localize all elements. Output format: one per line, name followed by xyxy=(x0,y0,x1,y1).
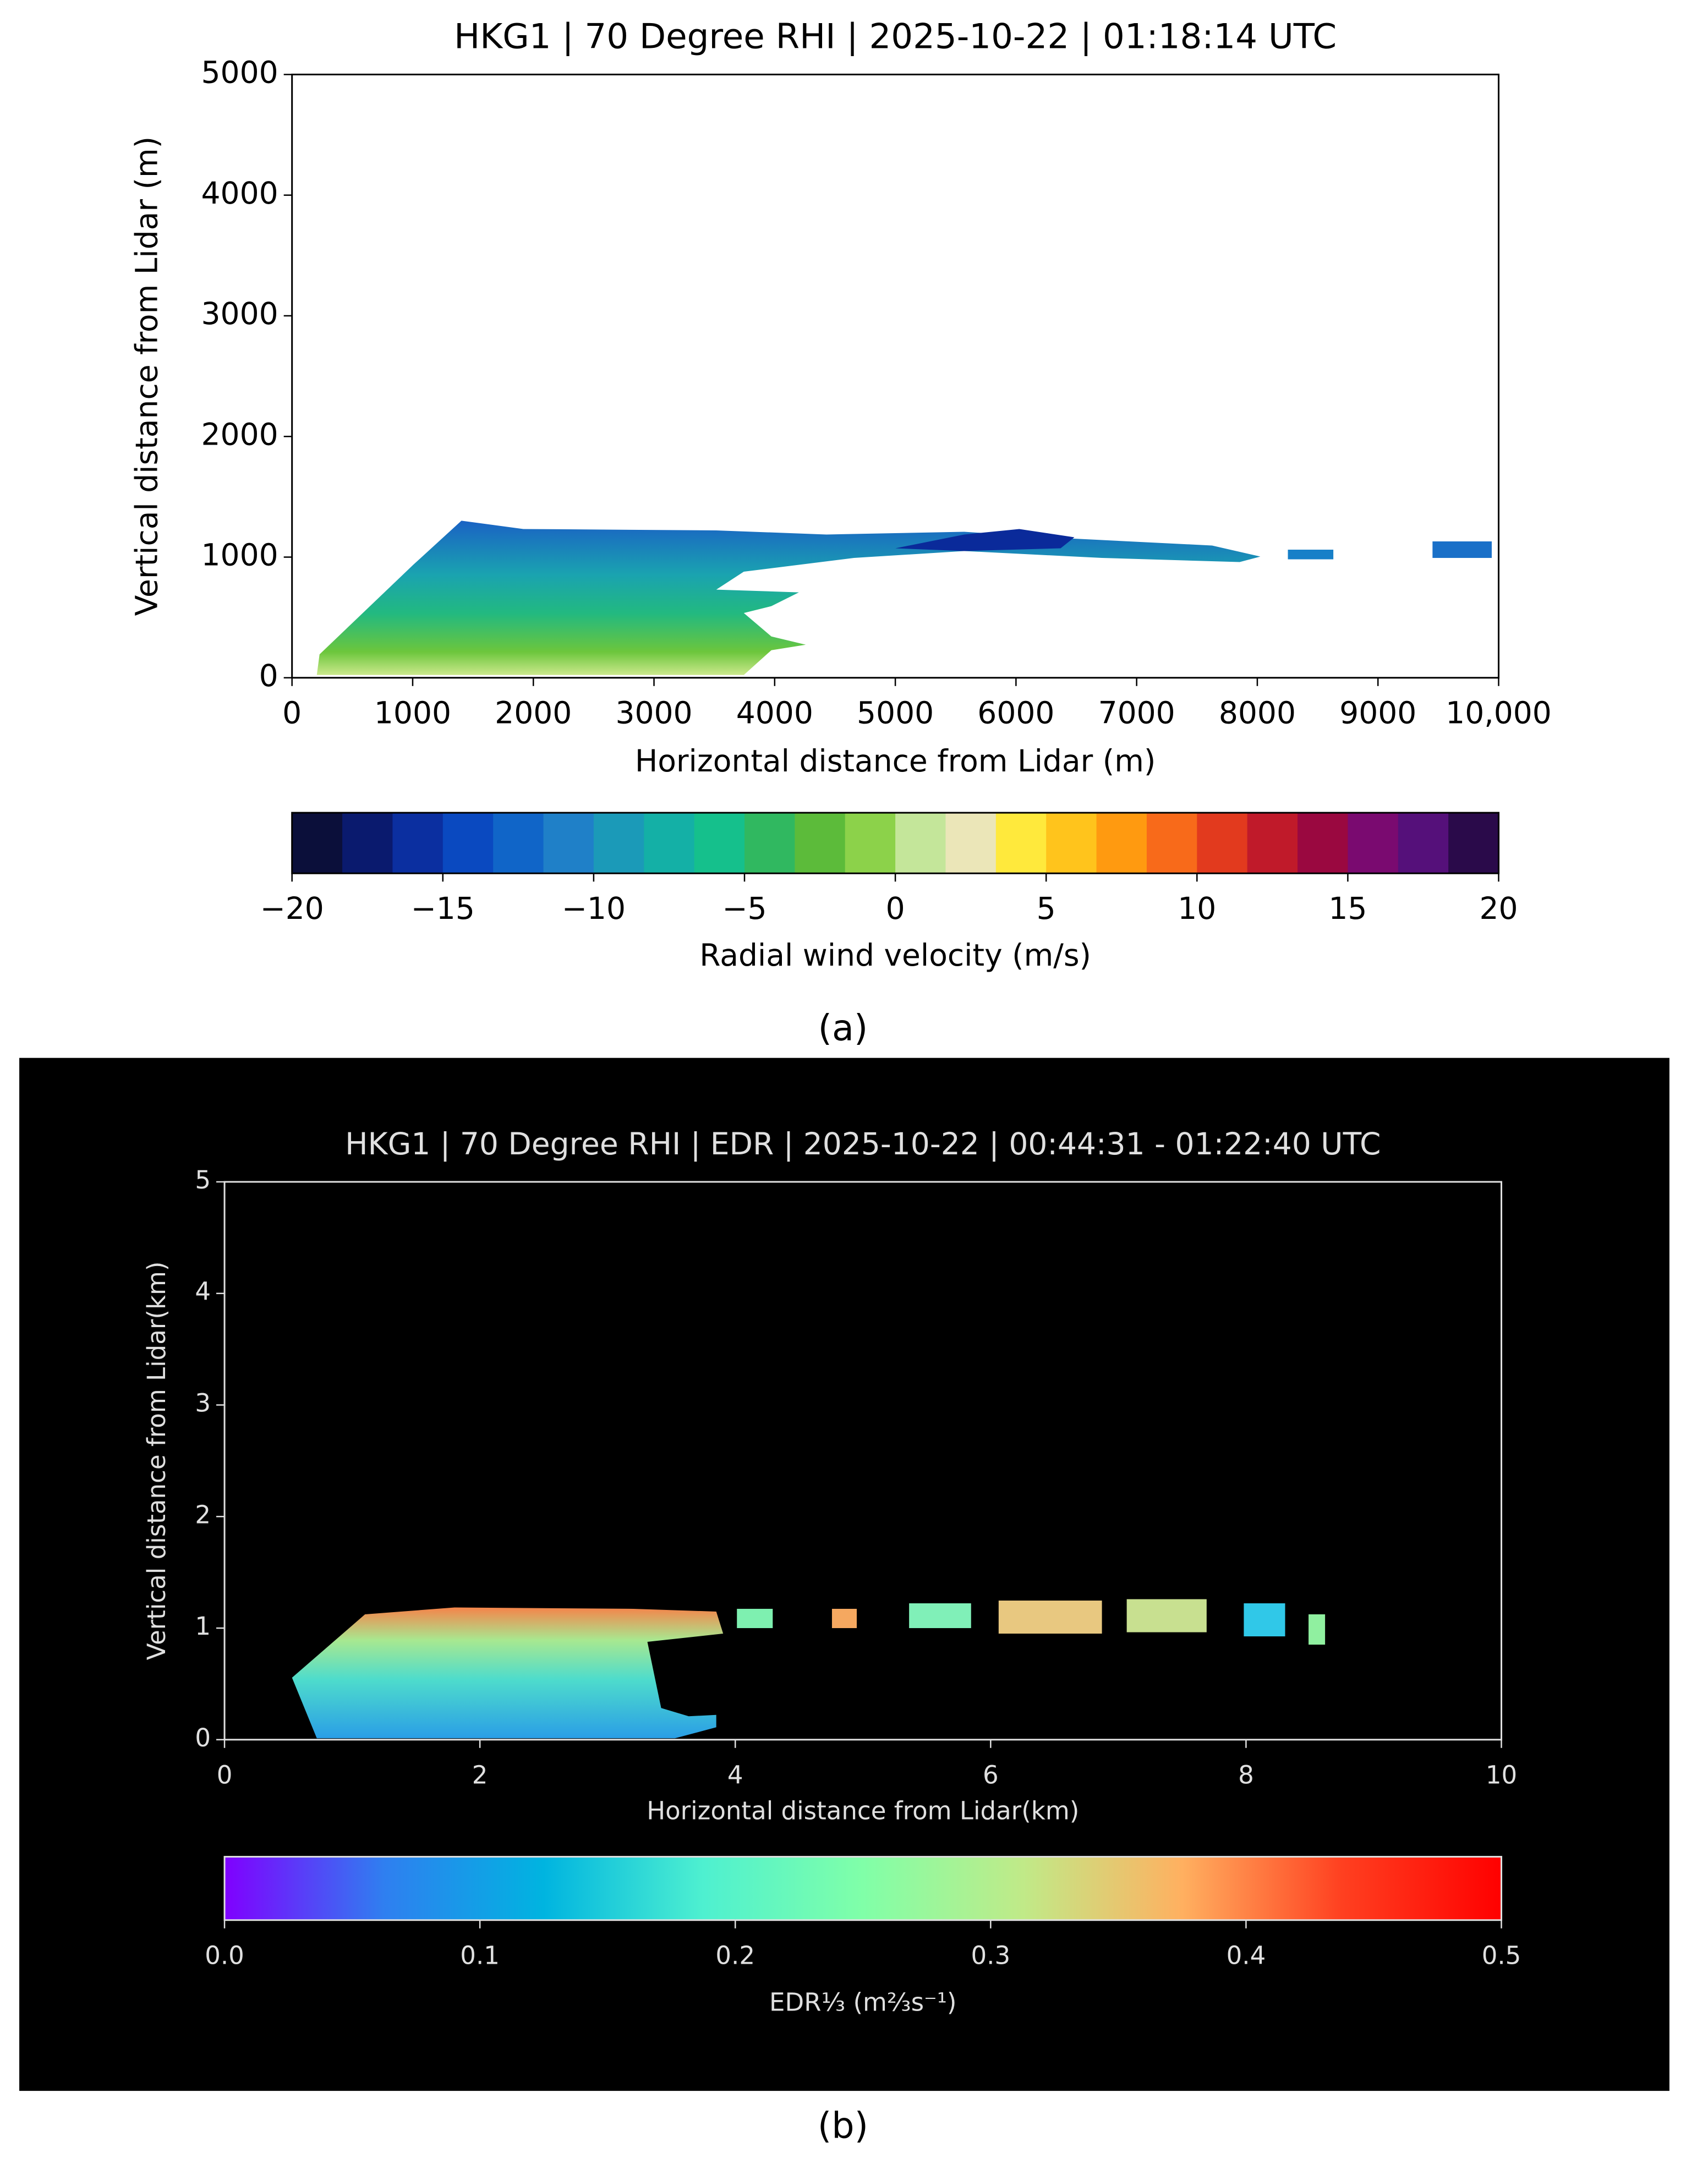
colorbar-segment xyxy=(1298,813,1349,874)
y-tick-label: 5 xyxy=(195,1165,211,1195)
y-tick-label: 2000 xyxy=(201,417,278,452)
x-tick-label: 5000 xyxy=(857,695,934,731)
colorbar-segment xyxy=(945,813,997,874)
colorbar-segment xyxy=(493,813,544,874)
panel-b-background xyxy=(19,1058,1669,2091)
colorbar-tick-label: −20 xyxy=(260,891,324,926)
colorbar-segment xyxy=(342,813,393,874)
colorbar-label: Radial wind velocity (m/s) xyxy=(699,938,1091,973)
colorbar-segment xyxy=(392,813,444,874)
x-tick-label: 6 xyxy=(983,1760,999,1789)
x-tick-label: 4000 xyxy=(736,695,813,731)
colorbar-tick-label: 0.4 xyxy=(1227,1941,1266,1970)
chart-title: HKG1 | 70 Degree RHI | EDR | 2025-10-22 … xyxy=(345,1126,1381,1162)
x-tick-label: 3000 xyxy=(615,695,692,731)
x-tick-label: 8000 xyxy=(1219,695,1296,731)
colorbar-tick-label: −5 xyxy=(722,891,767,926)
colorbar-segment xyxy=(1348,813,1399,874)
x-tick-label: 1000 xyxy=(374,695,451,731)
x-tick-label: 0 xyxy=(282,695,302,731)
colorbar-tick-label: 0.2 xyxy=(715,1941,755,1970)
colorbar-segment xyxy=(995,813,1047,874)
y-tick-label: 5000 xyxy=(201,55,278,90)
x-axis-label: Horizontal distance from Lidar (m) xyxy=(635,743,1156,779)
colorbar-tick-label: 0.3 xyxy=(971,1941,1010,1970)
x-tick-label: 10,000 xyxy=(1446,695,1552,731)
colorbar-segment xyxy=(845,813,896,874)
colorbar-segment xyxy=(1046,813,1097,874)
colorbar-segment xyxy=(1146,813,1198,874)
plot-frame xyxy=(223,1181,1503,1741)
x-axis-label: Horizontal distance from Lidar(km) xyxy=(647,1796,1079,1825)
colorbar-segment xyxy=(543,813,595,874)
x-tick-label: 6000 xyxy=(977,695,1054,731)
colorbar-gradient xyxy=(225,1856,1502,1920)
colorbar-tick-label: 10 xyxy=(1178,891,1216,926)
y-tick-label: 1000 xyxy=(201,538,278,573)
x-tick-label: 7000 xyxy=(1098,695,1175,731)
chart-title: HKG1 | 70 Degree RHI | 2025-10-22 | 01:1… xyxy=(454,16,1337,57)
x-tick-label: 2 xyxy=(472,1760,488,1789)
colorbar-segment xyxy=(1448,813,1499,874)
y-axis-label: Vertical distance from Lidar (m) xyxy=(129,136,164,616)
y-tick-label: 1 xyxy=(195,1612,211,1641)
x-tick-label: 8 xyxy=(1238,1760,1254,1789)
colorbar-tick-label: 0.1 xyxy=(460,1941,500,1970)
colorbar-frame xyxy=(223,1856,1503,1921)
y-tick-label: 4 xyxy=(195,1277,211,1306)
x-tick-label: 4 xyxy=(727,1760,743,1789)
y-tick-label: 2 xyxy=(195,1500,211,1529)
colorbar-tick-label: 0 xyxy=(886,891,905,926)
colorbar-segment xyxy=(895,813,946,874)
colorbar-segment xyxy=(442,813,494,874)
colorbar-tick-label: 5 xyxy=(1037,891,1056,926)
colorbar-tick-label: 0.0 xyxy=(205,1941,244,1970)
colorbar-tick-label: 15 xyxy=(1328,891,1367,926)
colorbar-segment xyxy=(1247,813,1299,874)
y-axis-label: Vertical distance from Lidar(km) xyxy=(142,1262,171,1661)
x-tick-label: 0 xyxy=(217,1760,233,1789)
colorbar-label: EDR⅓ (m⅔s⁻¹) xyxy=(769,1987,956,2017)
colorbar-segment xyxy=(694,813,746,874)
x-tick-label: 2000 xyxy=(495,695,572,731)
colorbar-tick-label: 0.5 xyxy=(1482,1941,1521,1970)
colorbar-segment xyxy=(744,813,796,874)
y-tick-label: 0 xyxy=(259,658,278,693)
panel-label: (a) xyxy=(818,1008,868,1049)
y-tick-label: 0 xyxy=(195,1723,211,1752)
colorbar-segment xyxy=(1398,813,1449,874)
panel-label: (b) xyxy=(818,2106,868,2147)
colorbar-segment xyxy=(644,813,695,874)
colorbar-segment xyxy=(1096,813,1148,874)
x-tick-label: 9000 xyxy=(1339,695,1416,731)
edr-field xyxy=(292,1599,1326,1739)
colorbar-tick-label: 20 xyxy=(1479,891,1518,926)
velocity-field xyxy=(316,521,1492,675)
colorbar-segment xyxy=(593,813,645,874)
colorbar-segment xyxy=(1197,813,1248,874)
colorbar-segment xyxy=(795,813,846,874)
y-tick-label: 4000 xyxy=(201,176,278,211)
y-tick-label: 3 xyxy=(195,1389,211,1418)
colorbar-tick-label: −15 xyxy=(411,891,475,926)
y-tick-label: 3000 xyxy=(201,296,278,331)
colorbar-tick-label: −10 xyxy=(562,891,626,926)
colorbar-segment xyxy=(292,813,343,874)
x-tick-label: 10 xyxy=(1486,1760,1517,1789)
